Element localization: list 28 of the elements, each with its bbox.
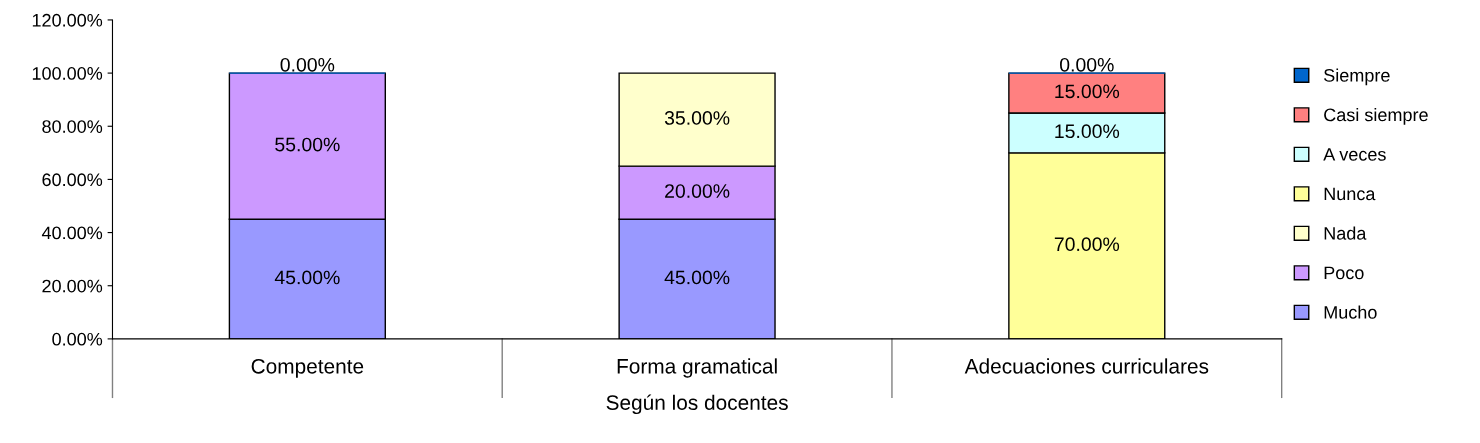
- x-tick-label: Forma gramatical: [617, 358, 777, 378]
- legend-label: Siempre: [1324, 68, 1390, 86]
- legend-label: Mucho: [1324, 305, 1377, 319]
- x-tick-label: Adecuaciones curriculares: [964, 358, 1209, 374]
- x-axis-title: Según los docentes: [606, 394, 788, 415]
- y-tick-label: 60.00%: [42, 173, 103, 187]
- data-label: 45.00%: [664, 270, 730, 285]
- data-label: 15.00%: [1055, 124, 1120, 139]
- data-label: 55.00%: [275, 137, 340, 152]
- data-label: 0.00%: [1060, 57, 1114, 72]
- data-label: 70.00%: [1054, 237, 1120, 252]
- y-tick-label: 80.00%: [42, 120, 103, 133]
- x-tick-label: Competente: [251, 358, 364, 378]
- data-label: 35.00%: [664, 111, 730, 125]
- legend-label: Nada: [1324, 226, 1367, 240]
- legend-label: Casi siempre: [1324, 108, 1428, 125]
- legend-label: Nunca: [1324, 187, 1376, 201]
- y-tick-label: 0.00%: [52, 332, 103, 346]
- data-label: 45.00%: [274, 270, 340, 285]
- y-tick-label: 120.00%: [32, 13, 103, 27]
- data-label: 20.00%: [665, 184, 730, 198]
- data-label: 0.00%: [280, 57, 335, 72]
- y-tick-label: 40.00%: [41, 226, 103, 240]
- y-tick-label: 100.00%: [32, 67, 103, 80]
- legend-label: Poco: [1324, 266, 1364, 280]
- legend-label: A veces: [1323, 148, 1386, 161]
- y-tick-label: 20.00%: [42, 279, 103, 293]
- data-label: 15.00%: [1055, 84, 1120, 99]
